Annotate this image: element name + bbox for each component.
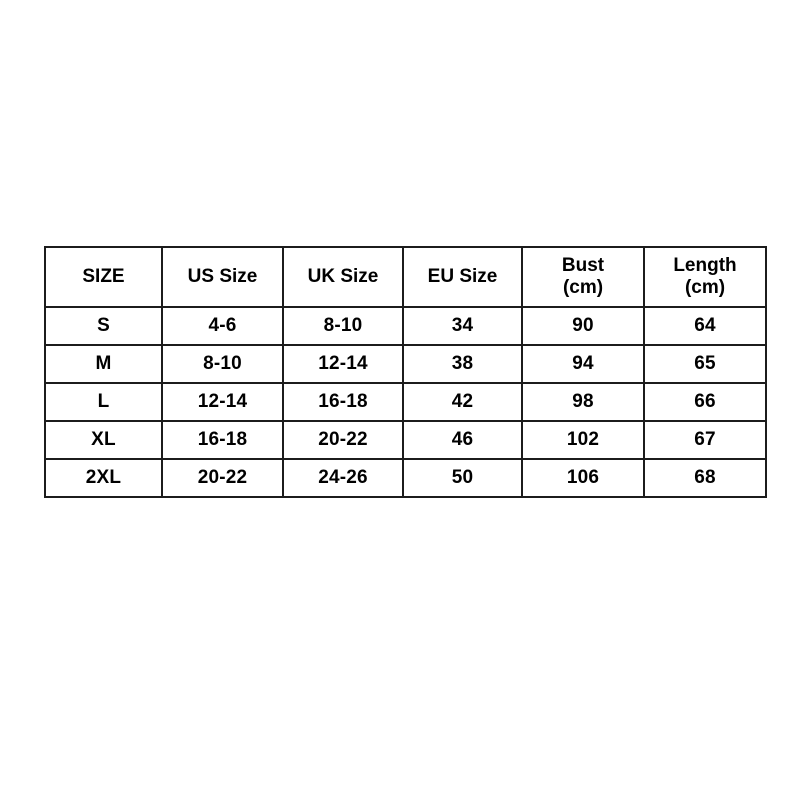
table-row: L 12-14 16-18 42 98 66 (44, 382, 767, 422)
size-chart-table: SIZE US Size UK Size EU Size Bust (cm) L… (44, 246, 767, 498)
table-header: SIZE US Size UK Size EU Size Bust (cm) L… (44, 246, 767, 308)
cell-bust: 98 (521, 382, 645, 422)
cell-length: 66 (643, 382, 767, 422)
cell-bust: 94 (521, 344, 645, 384)
column-header-size-label: SIZE (82, 265, 125, 287)
cell-size: L (44, 382, 163, 422)
cell-size: XL (44, 420, 163, 460)
column-header-eu-size: EU Size (402, 246, 523, 308)
cell-uk-size: 16-18 (282, 382, 404, 422)
cell-us-size: 16-18 (161, 420, 284, 460)
table-header-row: SIZE US Size UK Size EU Size Bust (cm) L… (44, 246, 767, 308)
cell-eu-size: 50 (402, 458, 523, 498)
column-header-eu-size-label: EU Size (427, 265, 498, 287)
column-header-length-unit: (cm) (684, 277, 726, 298)
column-header-bust: Bust (cm) (521, 246, 645, 308)
cell-length: 64 (643, 306, 767, 346)
size-chart-container: SIZE US Size UK Size EU Size Bust (cm) L… (44, 246, 767, 498)
column-header-length: Length (cm) (643, 246, 767, 308)
cell-size: M (44, 344, 163, 384)
column-header-us-size: US Size (161, 246, 284, 308)
cell-eu-size: 38 (402, 344, 523, 384)
cell-eu-size: 46 (402, 420, 523, 460)
cell-bust: 90 (521, 306, 645, 346)
cell-uk-size: 20-22 (282, 420, 404, 460)
column-header-us-size-label: US Size (187, 265, 258, 287)
cell-us-size: 4-6 (161, 306, 284, 346)
cell-eu-size: 42 (402, 382, 523, 422)
cell-size: S (44, 306, 163, 346)
cell-length: 65 (643, 344, 767, 384)
cell-uk-size: 24-26 (282, 458, 404, 498)
column-header-size: SIZE (44, 246, 163, 308)
table-body: S 4-6 8-10 34 90 64 M 8-10 12-14 38 94 6… (44, 306, 767, 498)
cell-size: 2XL (44, 458, 163, 498)
column-header-bust-unit: (cm) (562, 277, 604, 298)
table-row: M 8-10 12-14 38 94 65 (44, 344, 767, 384)
cell-uk-size: 12-14 (282, 344, 404, 384)
cell-length: 67 (643, 420, 767, 460)
cell-bust: 102 (521, 420, 645, 460)
column-header-bust-label: Bust (561, 254, 605, 276)
cell-eu-size: 34 (402, 306, 523, 346)
table-row: XL 16-18 20-22 46 102 67 (44, 420, 767, 460)
column-header-length-label: Length (673, 254, 737, 276)
cell-bust: 106 (521, 458, 645, 498)
table-row: 2XL 20-22 24-26 50 106 68 (44, 458, 767, 498)
cell-uk-size: 8-10 (282, 306, 404, 346)
column-header-uk-size: UK Size (282, 246, 404, 308)
column-header-uk-size-label: UK Size (307, 265, 379, 287)
cell-us-size: 20-22 (161, 458, 284, 498)
cell-length: 68 (643, 458, 767, 498)
cell-us-size: 8-10 (161, 344, 284, 384)
cell-us-size: 12-14 (161, 382, 284, 422)
table-row: S 4-6 8-10 34 90 64 (44, 306, 767, 346)
